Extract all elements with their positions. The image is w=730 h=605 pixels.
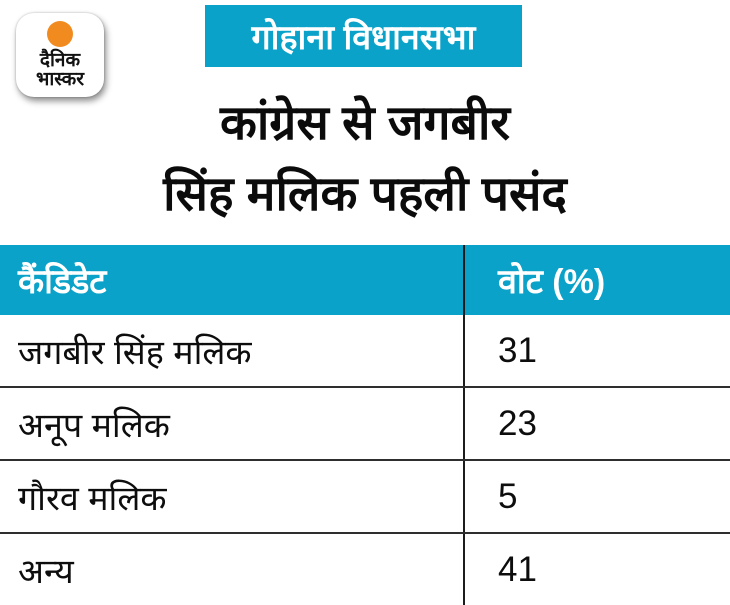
vote-pct-value: 5 bbox=[498, 476, 518, 516]
table-header-row: कैंडिडेट वोट (%) bbox=[0, 245, 730, 315]
table-row: गौरव मलिक 5 bbox=[0, 459, 730, 532]
column-header-vote-pct: वोट (%) bbox=[498, 263, 606, 301]
table-row: अन्य 41 bbox=[0, 532, 730, 605]
headline: कांग्रेस से जगबीर सिंह मलिक पहली पसंद bbox=[0, 88, 730, 230]
dainik-bhaskar-logo: दैनिक भास्कर bbox=[16, 13, 104, 97]
headline-line1: कांग्रेस से जगबीर bbox=[219, 97, 511, 150]
vote-pct-value: 23 bbox=[498, 403, 537, 443]
candidate-name: गौरव मलिक bbox=[0, 461, 465, 532]
column-header-candidate: कैंडिडेट bbox=[0, 245, 465, 315]
candidate-name: अन्य bbox=[0, 534, 465, 605]
headline-line2: सिंह मलिक पहली पसंद bbox=[163, 168, 567, 221]
constituency-banner-label: गोहाना विधानसभा bbox=[251, 19, 476, 57]
vote-pct-value: 41 bbox=[498, 549, 537, 589]
table-row: जगबीर सिंह मलिक 31 bbox=[0, 315, 730, 386]
candidate-name: जगबीर सिंह मलिक bbox=[0, 315, 465, 386]
results-table: कैंडिडेट वोट (%) जगबीर सिंह मलिक 31 अनूप… bbox=[0, 245, 730, 605]
vote-pct-value: 31 bbox=[498, 330, 537, 370]
table-row: अनूप मलिक 23 bbox=[0, 386, 730, 459]
logo-text-line2: भास्कर bbox=[35, 69, 85, 90]
logo-text-line1: दैनिक bbox=[39, 50, 81, 71]
candidate-name: अनूप मलिक bbox=[0, 388, 465, 459]
sun-dot-icon bbox=[47, 21, 73, 47]
constituency-banner: गोहाना विधानसभा bbox=[205, 5, 522, 67]
